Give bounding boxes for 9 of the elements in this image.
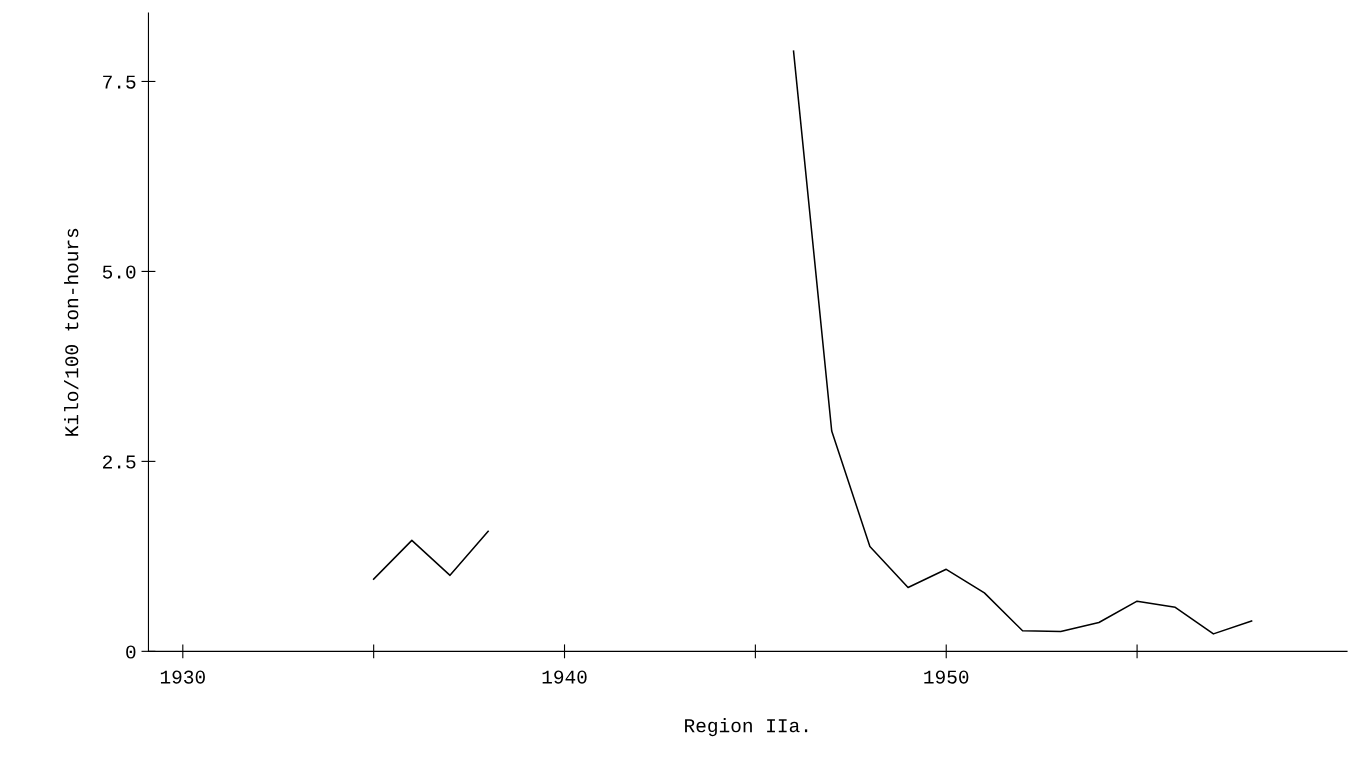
- x-tick-label: 1940: [542, 670, 587, 684]
- x-tick-label: 1950: [924, 670, 969, 684]
- y-tick-label: 0: [126, 645, 136, 659]
- y-tick-label: 7.5: [103, 75, 136, 89]
- x-tick-label: 1930: [160, 670, 205, 684]
- y-tick-label: 5.0: [102, 265, 136, 279]
- y-axis-title: Kilo/100 ton-hours: [64, 228, 79, 436]
- x-axis-title: Region IIa.: [685, 718, 808, 737]
- y-tick-label: 2.5: [103, 455, 136, 469]
